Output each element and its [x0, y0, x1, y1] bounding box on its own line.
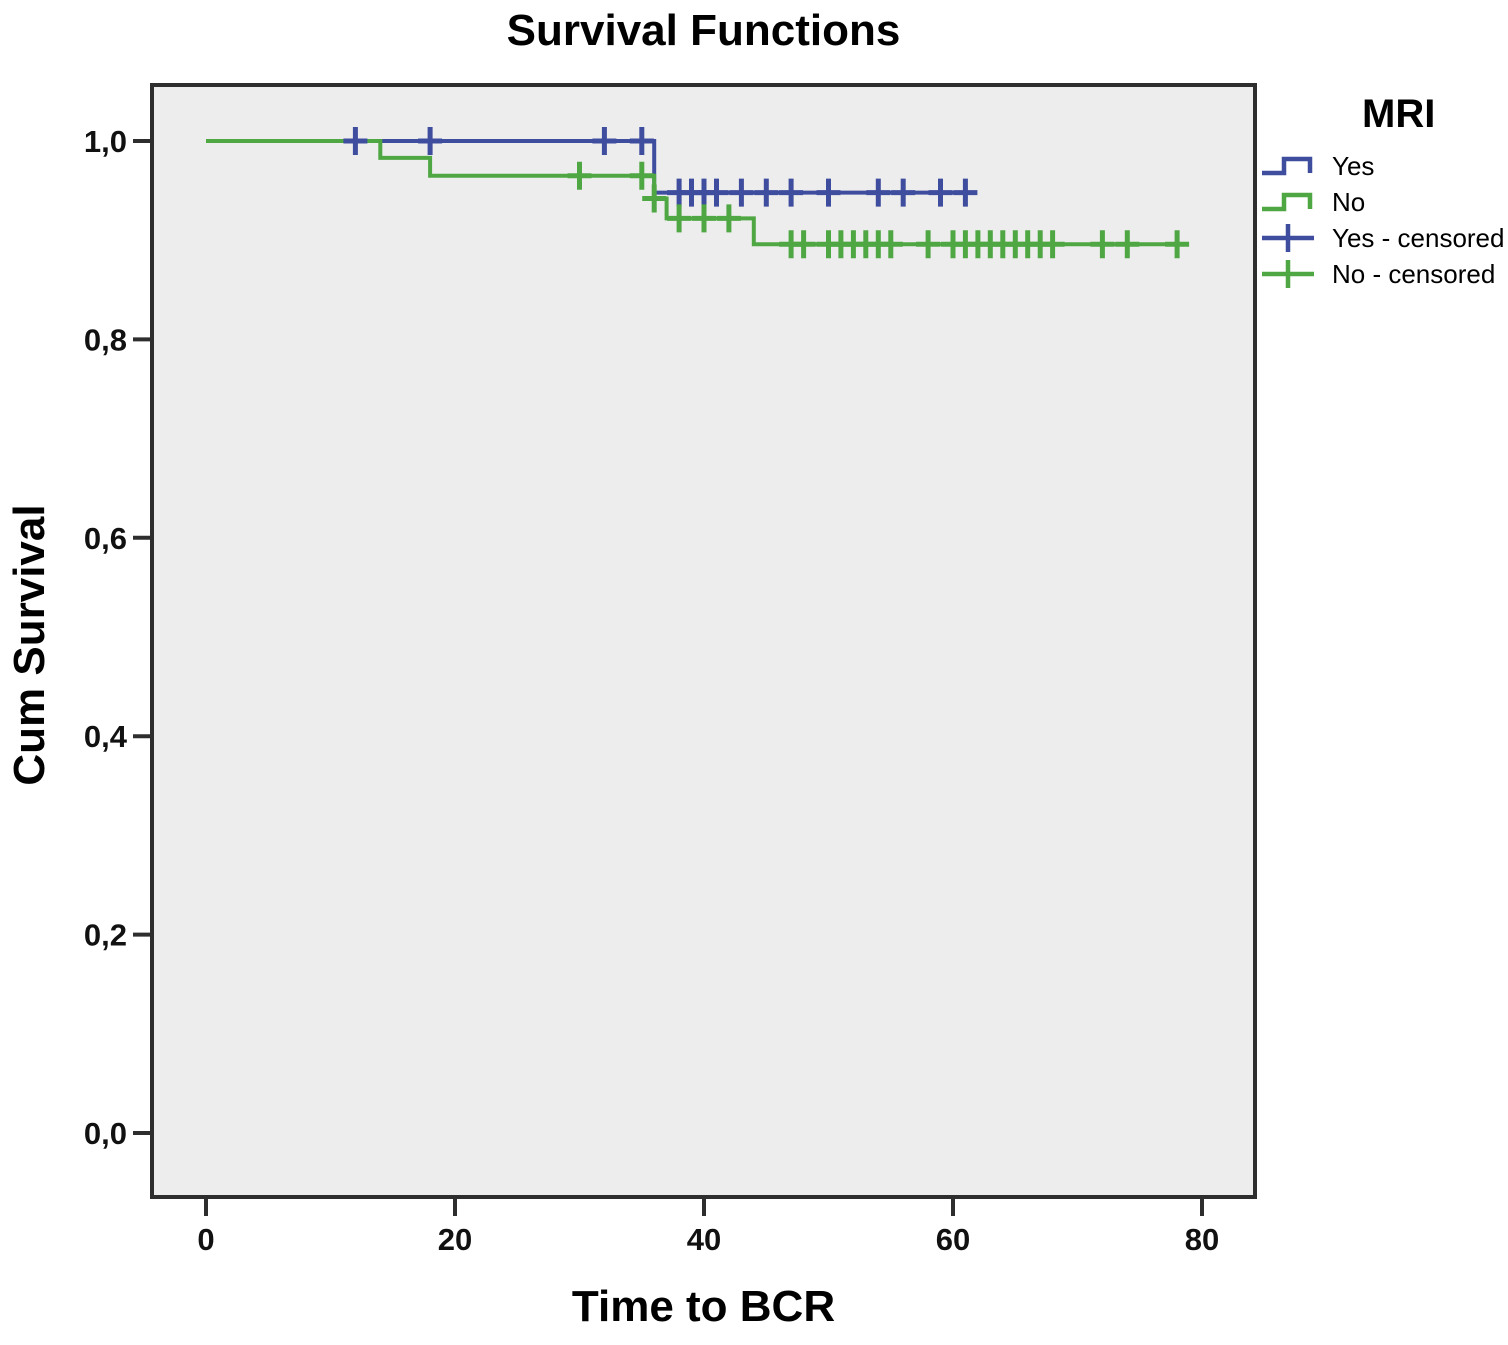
plot-background	[150, 83, 1257, 1199]
y-tick-label: 0,2	[84, 918, 127, 953]
legend-item-no-censored: No - censored	[1260, 259, 1508, 289]
legend: MRI Yes No Yes - censored No - censored	[1260, 92, 1508, 295]
y-tick-label: 0,4	[84, 719, 128, 754]
censor-mark-yes	[866, 178, 891, 207]
x-tick-label: 80	[1185, 1222, 1219, 1257]
legend-item-label: Yes - censored	[1332, 222, 1505, 253]
censor-mark-no	[642, 184, 667, 213]
censor-mark-yes	[953, 178, 978, 207]
censor-mark-yes	[891, 178, 916, 207]
y-tick-label: 0,0	[84, 1116, 127, 1151]
censor-mark-yes	[629, 127, 654, 155]
y-tick-label: 0,6	[84, 521, 127, 556]
legend-item-label: No	[1332, 186, 1366, 217]
censored-cross-icon	[1260, 223, 1320, 253]
censored-cross-icon	[1260, 259, 1320, 289]
chart-title: Survival Functions	[506, 6, 901, 55]
x-tick-label: 20	[438, 1222, 472, 1257]
legend-item-yes: Yes	[1260, 151, 1508, 181]
legend-item-no: No	[1260, 187, 1508, 217]
y-tick-label: 0,8	[84, 322, 127, 357]
censor-mark-no	[878, 230, 903, 259]
x-tick-label: 60	[936, 1222, 970, 1257]
legend-item-label: No - censored	[1332, 258, 1496, 289]
legend-item-label: Yes	[1332, 150, 1375, 181]
censor-mark-yes	[343, 127, 368, 155]
censor-mark-no	[1040, 230, 1065, 259]
censor-mark-yes	[779, 178, 804, 207]
step-line-icon	[1260, 187, 1320, 217]
y-tick-label: 1,0	[84, 124, 127, 159]
censor-mark-no	[1165, 230, 1190, 259]
censor-mark-no	[629, 161, 654, 190]
censor-mark-yes	[418, 127, 443, 155]
legend-title: MRI	[1362, 92, 1436, 136]
censor-mark-no	[791, 230, 816, 259]
censor-mark-no	[1090, 230, 1115, 259]
x-axis-title: Time to BCR	[571, 1282, 836, 1331]
censor-mark-no	[916, 230, 941, 259]
censor-mark-no	[716, 204, 741, 233]
censor-mark-yes	[816, 178, 841, 207]
censor-mark-no	[692, 204, 716, 233]
censor-mark-yes	[928, 178, 953, 207]
censor-mark-yes	[754, 178, 779, 207]
step-line-icon	[1260, 151, 1320, 181]
legend-item-yes-censored: Yes - censored	[1260, 223, 1508, 253]
censor-mark-no	[667, 204, 692, 233]
x-tick-label: 0	[197, 1222, 214, 1257]
censor-mark-yes	[729, 178, 754, 207]
censor-mark-no	[567, 161, 592, 190]
censor-mark-yes	[592, 127, 617, 155]
x-tick-label: 40	[687, 1222, 721, 1257]
censor-mark-no	[1115, 230, 1140, 259]
censor-mark-yes	[704, 178, 729, 207]
